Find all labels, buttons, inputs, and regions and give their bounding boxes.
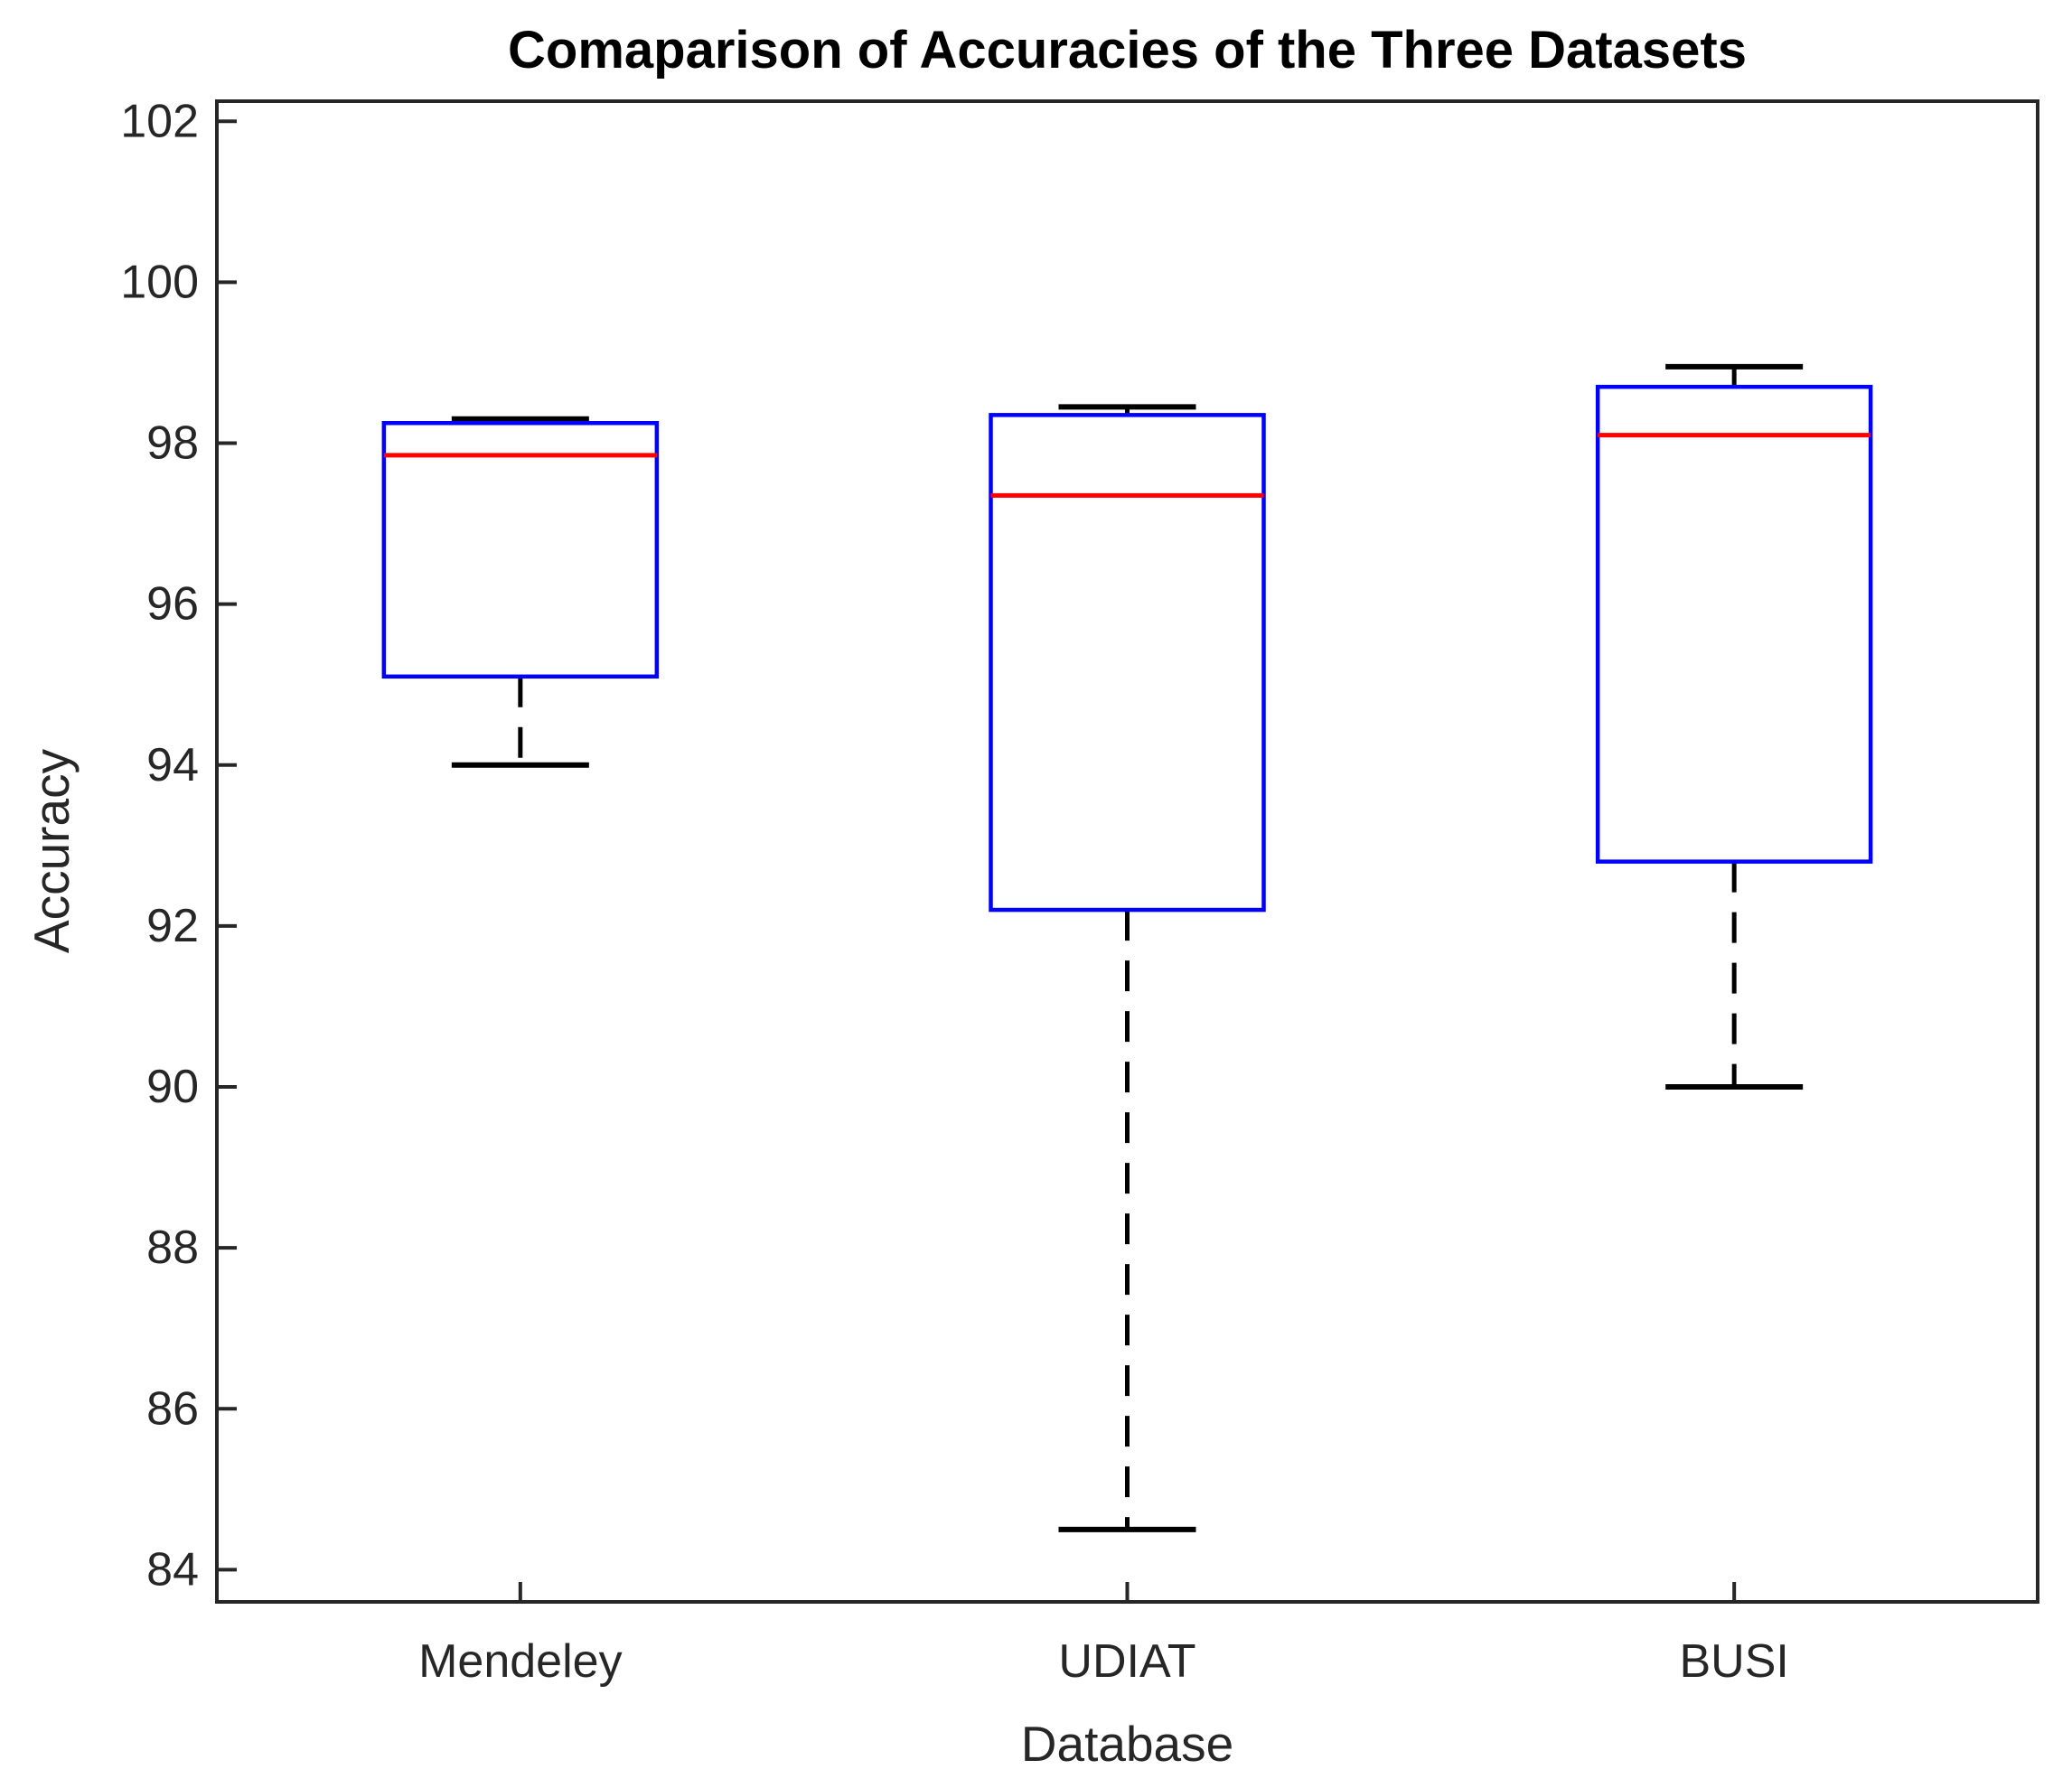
iqr-box <box>1595 384 1873 864</box>
category-label: UDIAT <box>1058 1635 1195 1688</box>
y-tick-label: 86 <box>146 1382 199 1435</box>
y-tick-label: 92 <box>146 900 199 952</box>
y-tick-label: 96 <box>146 578 199 631</box>
y-tick-label: 88 <box>146 1222 199 1274</box>
category-label: Mendeley <box>418 1635 622 1688</box>
y-tick-label: 84 <box>146 1543 199 1596</box>
iqr-box <box>989 413 1266 913</box>
iqr-box <box>381 420 660 679</box>
y-tick-label: 90 <box>146 1061 199 1113</box>
y-tick-label: 100 <box>120 256 199 308</box>
chart-title: Comaparison of Accuracies of the Three D… <box>508 21 1747 80</box>
y-tick-label: 98 <box>146 417 199 470</box>
category-label: BUSI <box>1679 1635 1788 1688</box>
x-axis-label: Database <box>1020 1716 1234 1772</box>
y-tick-label: 94 <box>146 739 199 791</box>
y-tick-label: 102 <box>120 95 199 147</box>
